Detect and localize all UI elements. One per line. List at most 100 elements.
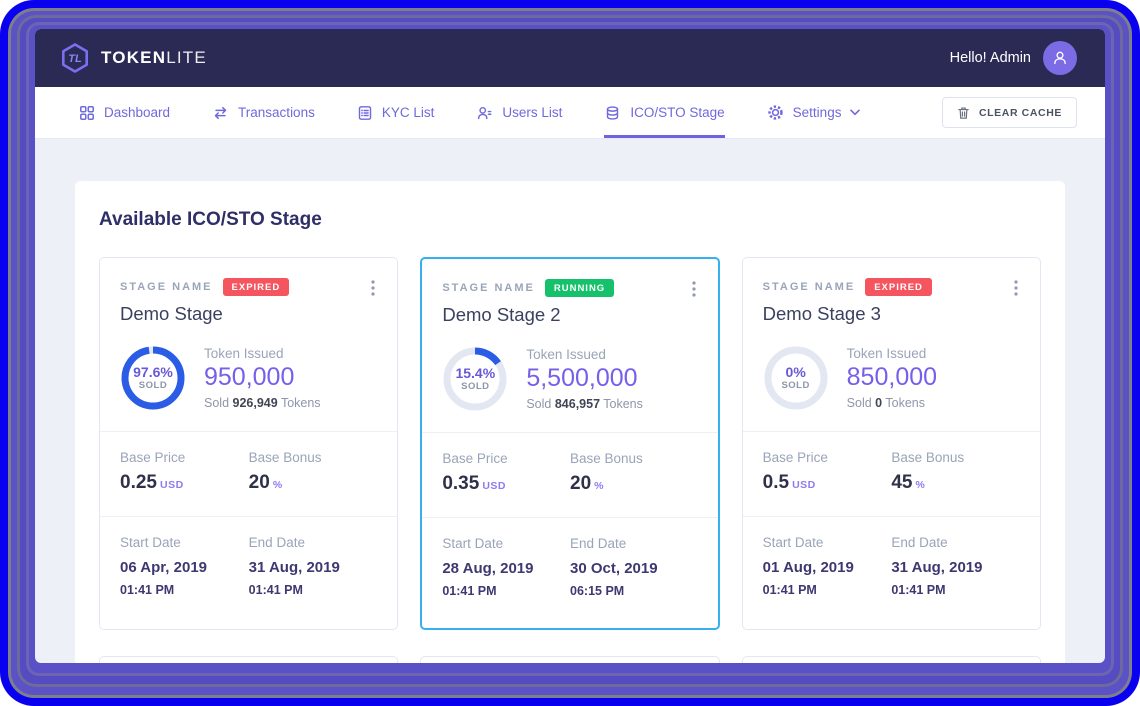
start-date-label: Start Date — [120, 535, 181, 550]
base-bonus-label: Base Bonus — [570, 451, 643, 466]
main-nav: Dashboard Transactions KYC List — [35, 87, 1105, 139]
nav-item-ico-sto-stage[interactable]: ICO/STO Stage — [604, 87, 725, 138]
stage-card: STAGE NAME EXPIRED Demo Stage — [99, 257, 399, 630]
top-header: TL TOKENLITE Hello! Admin — [35, 29, 1105, 87]
start-time: 01:41 PM — [120, 582, 175, 597]
chevron-down-icon — [850, 109, 861, 116]
stage-card-row-2 — [99, 655, 1041, 663]
avatar[interactable] — [1043, 41, 1077, 75]
nav-item-settings[interactable]: Settings — [767, 87, 861, 138]
nav-item-kyc-list[interactable]: KYC List — [357, 87, 435, 138]
clear-cache-button[interactable]: CLEAR CACHE — [941, 97, 1077, 128]
svg-text:TL: TL — [68, 53, 82, 65]
card-menu-button[interactable] — [1006, 276, 1026, 303]
start-date-value: 28 Aug, 2019 01:41 PM — [442, 560, 534, 598]
base-price-value: 0.5 USD — [762, 472, 816, 493]
token-issued-label: Token Issued — [846, 346, 927, 361]
card-menu-button[interactable] — [684, 277, 704, 304]
sold-progress-ring: 15.4% SOLD — [442, 346, 508, 412]
base-price-value: 0.25 USD — [120, 472, 184, 493]
user-icon — [1054, 51, 1066, 65]
end-time: 06:15 PM — [570, 583, 625, 598]
stage-card-partial — [741, 655, 1041, 663]
base-bonus-value: 20% — [248, 472, 283, 493]
greeting-text: Hello! Admin — [949, 50, 1031, 66]
base-bonus-label: Base Bonus — [248, 450, 322, 465]
token-issued-label: Token Issued — [526, 347, 606, 362]
base-price-value: 0.35 USD — [442, 473, 506, 494]
end-date-value: 30 Oct, 2019 06:15 PM — [570, 560, 658, 598]
page-content: Available ICO/STO Stage STAGE NAME EXPIR… — [35, 139, 1105, 663]
sold-tokens-line: Sold 846,957 Tokens — [526, 397, 643, 411]
end-date-value: 31 Aug, 2019 01:41 PM — [248, 559, 340, 597]
stage-card-grid: STAGE NAME EXPIRED Demo Stage — [99, 257, 1041, 630]
bonus-unit: % — [915, 479, 926, 491]
price-unit: USD — [792, 479, 816, 491]
start-date-value: 01 Aug, 2019 01:41 PM — [762, 559, 854, 597]
kyc-list-icon — [358, 105, 372, 120]
stage-card-highlighted: STAGE NAME RUNNING Demo Stage 2 — [420, 257, 720, 630]
price-unit: USD — [159, 479, 184, 491]
brand-word-light: LITE — [166, 48, 207, 67]
app-window: TL TOKENLITE Hello! Admin — [35, 29, 1105, 663]
stage-name: Demo Stage — [120, 303, 223, 324]
status-badge: RUNNING — [544, 279, 615, 297]
sold-tokens-line: Sold 926,949 Tokens — [204, 396, 321, 410]
sold-progress-ring: 0% SOLD — [763, 345, 829, 411]
end-time: 01:41 PM — [891, 582, 946, 597]
nav-label: ICO/STO Stage — [630, 105, 725, 120]
status-badge: EXPIRED — [222, 278, 290, 296]
brand-word-bold: TOKEN — [101, 48, 167, 67]
base-price-label: Base Price — [762, 450, 828, 465]
end-time: 01:41 PM — [248, 582, 303, 597]
dashboard-icon — [80, 105, 94, 120]
price-unit: USD — [482, 480, 506, 492]
sold-tokens-line: Sold 0 Tokens — [846, 396, 925, 410]
sold-caption: SOLD — [781, 380, 810, 392]
base-price-label: Base Price — [442, 451, 508, 466]
token-issued-value: 950,000 — [204, 363, 295, 391]
brand-logo: TL TOKENLITE — [59, 42, 207, 74]
base-price-label: Base Price — [120, 450, 186, 465]
stage-card-partial — [420, 655, 720, 663]
nav-label: Transactions — [238, 105, 315, 120]
base-bonus-value: 20% — [570, 473, 604, 494]
start-time: 01:41 PM — [762, 582, 817, 597]
stage-card-partial — [99, 655, 399, 663]
status-badge: EXPIRED — [865, 278, 932, 296]
nav-item-users-list[interactable]: Users List — [476, 87, 562, 138]
end-date-label: End Date — [570, 536, 627, 551]
stage-card: STAGE NAME EXPIRED Demo Stage 3 — [741, 257, 1041, 630]
ico-sto-icon — [607, 105, 619, 120]
kebab-menu-icon — [1014, 280, 1018, 296]
stages-panel: Available ICO/STO Stage STAGE NAME EXPIR… — [75, 181, 1065, 663]
nav-label: KYC List — [381, 105, 435, 120]
sold-tokens-value: 846,957 — [554, 397, 601, 411]
stage-name: Demo Stage 2 — [442, 304, 561, 325]
card-menu-button[interactable] — [363, 276, 383, 303]
nav-item-dashboard[interactable]: Dashboard — [79, 87, 170, 138]
end-date-value: 31 Aug, 2019 01:41 PM — [891, 559, 983, 597]
sold-percentage: 97.6% — [133, 363, 173, 380]
start-date-value: 06 Apr, 2019 01:41 PM — [120, 559, 208, 597]
page-title: Available ICO/STO Stage — [99, 209, 322, 230]
bonus-unit: % — [594, 480, 604, 492]
transactions-icon — [214, 106, 227, 119]
users-list-icon — [478, 106, 492, 119]
sold-percentage: 0% — [785, 363, 806, 380]
sold-tokens-value: 926,949 — [232, 396, 278, 410]
nav-item-transactions[interactable]: Transactions — [212, 87, 315, 138]
sold-caption: SOLD — [138, 380, 168, 392]
brand-wordmark: TOKENLITE — [101, 48, 207, 68]
token-issued-value: 850,000 — [846, 363, 938, 391]
nav-label: Dashboard — [104, 105, 171, 120]
kebab-menu-icon — [692, 281, 696, 297]
trash-icon — [958, 106, 969, 119]
nav-label: Users List — [502, 105, 563, 120]
sold-tokens-value: 0 — [875, 396, 883, 410]
nav-label: Settings — [792, 105, 842, 120]
stage-name-label: STAGE NAME — [120, 281, 213, 293]
clear-cache-label: CLEAR CACHE — [978, 106, 1062, 119]
start-time: 01:41 PM — [442, 583, 497, 598]
tokenlite-logo-icon: TL — [62, 43, 89, 73]
